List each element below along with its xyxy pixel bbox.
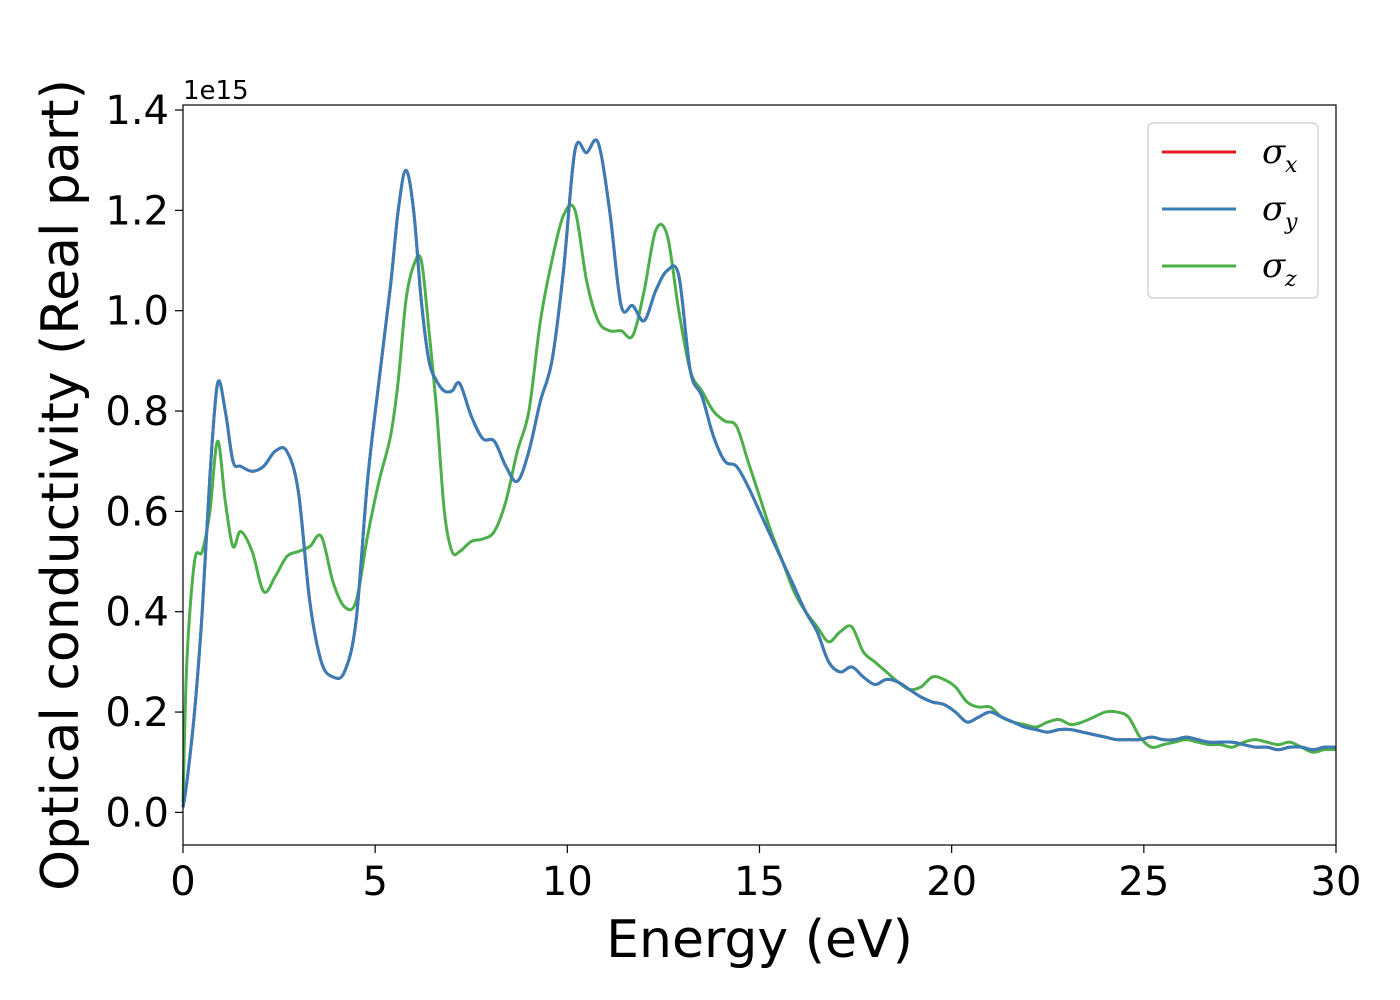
- y-tick-label: 0.4: [105, 590, 169, 636]
- y-tick-label: 0.8: [105, 389, 169, 435]
- x-tick-label: 5: [362, 859, 387, 905]
- y-axis-offset-label: 1e15: [183, 76, 249, 106]
- sigma-y-series-line: [181, 138, 1337, 808]
- legend-label: σ: [1262, 132, 1286, 172]
- legend-label: σ: [1262, 246, 1286, 286]
- x-axis-ticks: 0 5 10 15 20 25 30: [170, 845, 1361, 905]
- x-tick-label: 25: [1118, 859, 1169, 905]
- x-tick-label: 0: [170, 859, 195, 905]
- y-axis-label: Optical conductivity (Real part): [31, 79, 91, 891]
- legend-label-subscript: z: [1284, 267, 1297, 292]
- legend-label: σ: [1262, 189, 1286, 229]
- y-tick-label: 1.0: [105, 289, 169, 335]
- x-tick-label: 10: [542, 859, 593, 905]
- x-tick-label: 30: [1311, 859, 1362, 905]
- series-layer: [181, 138, 1337, 808]
- legend: σ xσ yσ z: [1147, 122, 1319, 299]
- y-tick-label: 1.4: [105, 88, 169, 134]
- legend-label-subscript: y: [1284, 210, 1298, 235]
- x-tick-label: 15: [734, 859, 785, 905]
- x-tick-label: 20: [926, 859, 977, 905]
- y-tick-label: 0.6: [105, 489, 169, 535]
- legend-label-subscript: x: [1285, 153, 1298, 178]
- y-tick-label: 1.2: [105, 188, 169, 234]
- y-axis-ticks: 0.0 0.2 0.4 0.6 0.8 1.0 1.2 1.4: [105, 88, 183, 836]
- x-axis-label: Energy (eV): [606, 910, 913, 970]
- sigma-z-series-line: [181, 203, 1337, 803]
- y-tick-label: 0.0: [105, 790, 169, 836]
- y-tick-label: 0.2: [105, 690, 169, 736]
